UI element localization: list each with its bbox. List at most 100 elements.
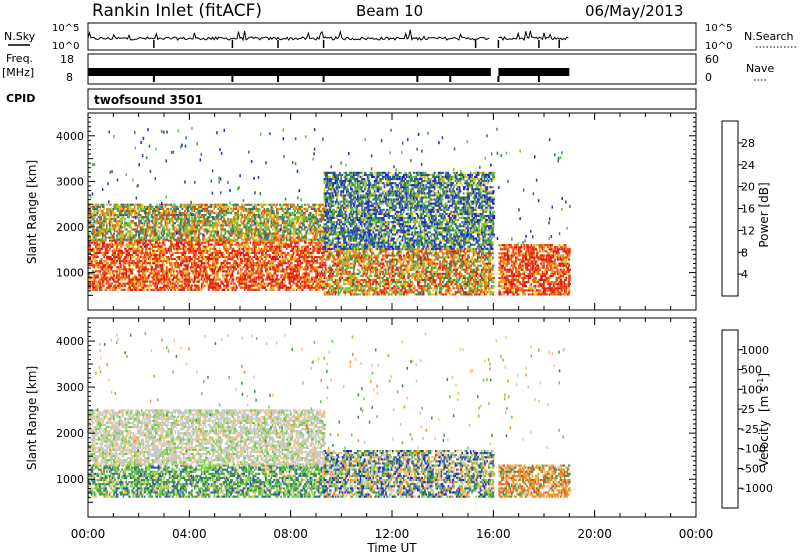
power-echo-cell (131, 254, 133, 256)
power-echo-cell (187, 268, 189, 270)
power-echo-cell (119, 248, 121, 250)
power-echo-cell (218, 272, 220, 274)
power-echo-cell (102, 272, 105, 274)
power-echo-cell (206, 262, 209, 264)
power-echo-cell (123, 244, 125, 246)
power-echo-cell (169, 252, 170, 254)
power-echo-cell (278, 283, 280, 285)
power-echo-cell (286, 268, 288, 270)
power-echo-cell (142, 258, 143, 260)
power-echo-cell (283, 270, 285, 272)
power-echo-cell (180, 264, 182, 266)
power-echo-cell (286, 248, 288, 250)
power-echo-cell (315, 244, 318, 246)
power-echo-cell (149, 285, 152, 287)
power-echo-cell (293, 252, 295, 254)
power-echo-cell (317, 283, 320, 285)
power-echo-cell (244, 277, 246, 279)
power-echo-cell (191, 242, 192, 244)
power-echo-cell (213, 268, 215, 270)
power-echo-cell (294, 244, 296, 246)
freq-left-unit: [MHz] (2, 66, 34, 79)
power-echo-cell (225, 258, 227, 260)
power-echo-cell (167, 285, 169, 287)
power-echo-cell (278, 242, 281, 244)
power-echo-cell (211, 258, 213, 260)
power-echo-cell (236, 285, 237, 287)
power-echo-cell (176, 270, 178, 272)
power-echo-cell (300, 264, 302, 266)
power-echo-cell (213, 246, 215, 248)
power-echo-cell (294, 277, 296, 279)
power-echo-cell (94, 233, 97, 235)
power-echo-cell (230, 242, 233, 244)
power-echo-cell (183, 264, 185, 266)
power-echo-cell (128, 260, 130, 262)
power-echo-cell (239, 256, 241, 258)
power-echo-cell (120, 277, 123, 279)
power-echo-cell (222, 283, 224, 285)
power-echo-cell (283, 283, 285, 285)
power-echo-cell (252, 274, 253, 276)
power-echo-cell (213, 274, 215, 276)
power-echo-cell (198, 289, 201, 291)
power-echo-cell (167, 260, 170, 262)
power-echo-cell (236, 268, 237, 270)
power-echo-cell (109, 270, 111, 272)
power-echo-cell (225, 281, 228, 283)
power-echo-cell (296, 279, 298, 281)
power-echo-cell (289, 283, 291, 285)
power-echo-cell (127, 256, 129, 258)
noise-right-tick-top: 10^5 (705, 23, 732, 34)
power-echo-cell (216, 260, 218, 262)
power-echo-cell (117, 252, 120, 254)
power-echo-cell (102, 281, 105, 283)
power-echo-cell (106, 248, 108, 250)
power-echo-cell (236, 262, 238, 264)
power-echo-cell (293, 250, 295, 252)
power-echo-cell (269, 256, 271, 258)
power-echo-cell (234, 244, 236, 246)
power-echo-cell (296, 254, 297, 256)
power-echo-cell (286, 270, 288, 272)
power-echo-cell (158, 277, 160, 279)
power-echo-cell (147, 289, 149, 291)
power-echo-cell (291, 281, 294, 283)
power-echo-cell (158, 244, 160, 246)
power-echo-cell (275, 272, 277, 274)
power-echo-cell (166, 262, 167, 264)
power-echo-cell (138, 258, 140, 260)
power-echo-cell (142, 248, 144, 250)
power-echo-cell (197, 248, 199, 250)
power-echo-cell (290, 256, 291, 258)
power-echo-cell (291, 272, 294, 274)
power-echo-cell (176, 260, 178, 262)
power-echo-cell (96, 274, 98, 276)
power-echo-cell (106, 254, 108, 256)
power-echo-cell (278, 268, 281, 270)
power-echo-cell (233, 283, 236, 285)
cpid-label: CPID (6, 92, 35, 105)
power-echo-cell (272, 274, 274, 276)
power-echo-cell (205, 266, 208, 268)
power-echo-cell (307, 268, 309, 270)
power-echo-cell (149, 258, 151, 260)
power-echo-cell (130, 250, 132, 252)
power-echo-cell (96, 287, 99, 289)
power-echo-cell (186, 260, 188, 262)
power-echo-cell (240, 283, 243, 285)
power-echo-cell (220, 254, 223, 256)
power-echo-cell (152, 250, 155, 252)
power-echo-cell (311, 242, 313, 244)
power-echo-cell (321, 242, 323, 244)
power-echo-cell (137, 256, 139, 258)
power-echo-cell (140, 262, 142, 264)
power-echo-cell (101, 246, 102, 248)
power-echo-cell (211, 274, 213, 276)
power-echo-cell (255, 248, 257, 250)
freq-left-label: Freq. (6, 52, 33, 65)
power-echo-cell (154, 272, 156, 274)
power-echo-cell (159, 252, 162, 254)
power-echo-cell (193, 246, 196, 248)
power-echo-cell (314, 246, 316, 248)
